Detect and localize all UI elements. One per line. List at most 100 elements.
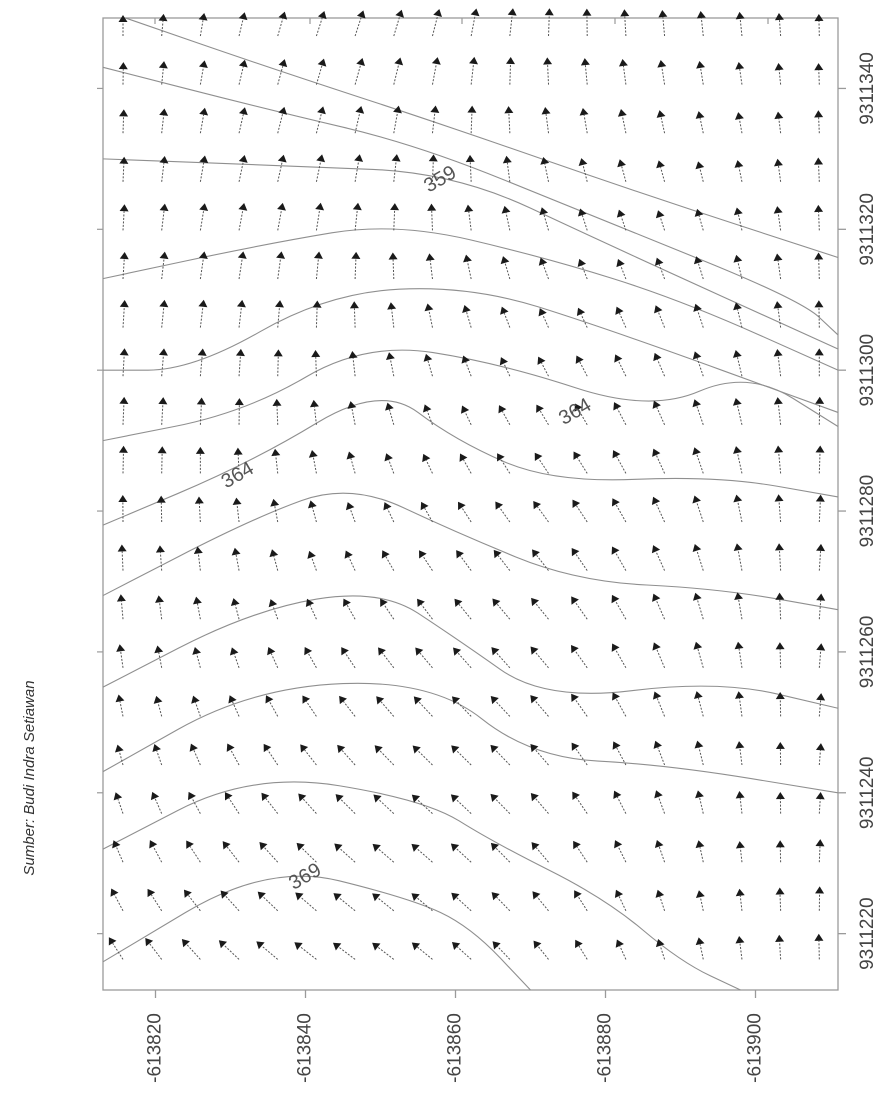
flow-arrow bbox=[469, 56, 479, 85]
flow-arrow bbox=[654, 305, 666, 328]
flow-arrow bbox=[390, 203, 400, 231]
flow-arrow bbox=[814, 300, 824, 328]
y-tick-label: -613880 bbox=[595, 1013, 616, 1083]
flow-arrow bbox=[263, 743, 279, 766]
right-axis: 9311220 9311240 9311260 9311280 9311300 93113… bbox=[97, 52, 878, 970]
flow-arrow bbox=[735, 791, 745, 814]
flow-arrow bbox=[158, 61, 168, 85]
flow-arrow bbox=[411, 942, 433, 960]
y-tick-label: -613820 bbox=[145, 1013, 166, 1083]
flow-arrow bbox=[346, 451, 356, 474]
flow-arrow bbox=[774, 111, 784, 134]
flow-arrow bbox=[815, 792, 825, 814]
flow-arrow bbox=[431, 9, 442, 37]
x-tick-label: 9311320 bbox=[857, 193, 878, 266]
flow-arrow bbox=[692, 399, 704, 425]
flow-arrow bbox=[498, 405, 511, 426]
flow-arrow bbox=[198, 299, 208, 328]
flow-arrow bbox=[655, 939, 666, 960]
x-tick-label: 9311300 bbox=[857, 334, 878, 407]
flow-arrow bbox=[571, 547, 588, 571]
flow-arrow bbox=[305, 598, 317, 620]
y-tick-label: -613860 bbox=[445, 1013, 466, 1083]
flow-arrow bbox=[615, 306, 627, 328]
flow-arrow bbox=[226, 743, 240, 766]
flow-arrow bbox=[231, 547, 241, 571]
flow-arrow bbox=[773, 348, 783, 377]
flow-arrow bbox=[653, 740, 666, 766]
flow-arrow bbox=[196, 397, 206, 425]
flow-arrow bbox=[268, 599, 279, 620]
flow-arrow bbox=[194, 496, 204, 523]
flow-arrow bbox=[222, 841, 240, 863]
flow-arrow bbox=[308, 500, 317, 523]
x-tick-label: 9311240 bbox=[857, 757, 878, 830]
flow-arrow bbox=[530, 695, 549, 717]
flow-arrow bbox=[464, 204, 474, 231]
flow-arrow bbox=[465, 154, 475, 182]
flow-arrow bbox=[814, 204, 824, 231]
flow-arrow bbox=[302, 695, 317, 717]
flow-arrow bbox=[734, 592, 744, 620]
flow-arrow bbox=[300, 744, 317, 766]
flow-arrow bbox=[695, 161, 705, 182]
flow-arrow bbox=[308, 450, 318, 474]
contour-line-7 bbox=[102, 492, 839, 611]
flow-arrow bbox=[534, 452, 549, 474]
flow-arrow bbox=[460, 405, 472, 426]
flow-arrow bbox=[470, 8, 480, 37]
flow-arrow bbox=[332, 942, 356, 960]
flow-arrow bbox=[419, 550, 433, 571]
flow-arrow bbox=[540, 156, 550, 182]
flow-arrow bbox=[423, 353, 433, 377]
flow-arrow bbox=[493, 549, 511, 571]
flow-arrow bbox=[113, 792, 124, 814]
flow-arrow bbox=[224, 792, 240, 814]
flow-arrow bbox=[417, 598, 433, 620]
x-tick-label: 9311340 bbox=[857, 52, 878, 125]
contour-line-8 bbox=[102, 595, 839, 709]
flow-arrow bbox=[612, 692, 627, 717]
flow-arrow bbox=[576, 307, 588, 328]
flow-arrow bbox=[573, 840, 588, 863]
flow-arrow bbox=[387, 302, 397, 328]
flow-arrow bbox=[156, 495, 166, 523]
flow-arrow bbox=[734, 641, 744, 668]
flow-arrow bbox=[694, 740, 704, 766]
flow-arrow bbox=[656, 160, 666, 182]
flow-arrow bbox=[149, 840, 163, 863]
flow-arrow bbox=[491, 647, 511, 669]
flow-arrow bbox=[775, 592, 785, 620]
flow-arrow bbox=[335, 794, 356, 814]
flow-arrow bbox=[695, 937, 705, 960]
flow-arrow bbox=[614, 889, 627, 912]
flow-arrow bbox=[571, 644, 588, 669]
flow-arrow bbox=[155, 595, 164, 620]
flow-arrow bbox=[467, 105, 477, 134]
flow-arrow bbox=[611, 643, 627, 669]
flow-arrow bbox=[490, 793, 511, 814]
flow-arrow bbox=[462, 304, 472, 328]
flow-arrow bbox=[733, 446, 743, 474]
flow-arrow bbox=[337, 744, 356, 766]
flow-arrow bbox=[816, 693, 826, 717]
contour-line-4 bbox=[102, 288, 839, 413]
flow-arrow bbox=[430, 105, 440, 134]
flow-arrow bbox=[339, 695, 356, 717]
flow-arrow bbox=[775, 840, 785, 863]
contour-line-9 bbox=[102, 682, 839, 794]
flow-arrow bbox=[459, 453, 472, 474]
flow-arrow bbox=[372, 893, 395, 912]
flow-arrow bbox=[774, 63, 784, 85]
flow-arrow bbox=[198, 60, 208, 85]
flow-arrow bbox=[315, 106, 326, 134]
flow-arrow bbox=[220, 890, 240, 912]
flow-arrow bbox=[451, 941, 472, 960]
flow-arrow bbox=[119, 204, 129, 231]
flow-arrow bbox=[265, 695, 279, 717]
flow-arrow bbox=[155, 545, 165, 571]
flow-arrow bbox=[775, 934, 785, 960]
contour-line-6 bbox=[102, 400, 839, 526]
flow-arrow bbox=[574, 890, 588, 912]
contour-line-5 bbox=[102, 349, 839, 442]
